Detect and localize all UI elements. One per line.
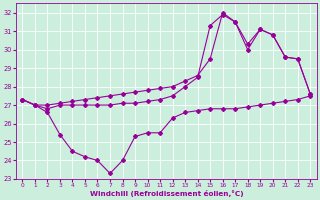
X-axis label: Windchill (Refroidissement éolien,°C): Windchill (Refroidissement éolien,°C) (90, 190, 243, 197)
